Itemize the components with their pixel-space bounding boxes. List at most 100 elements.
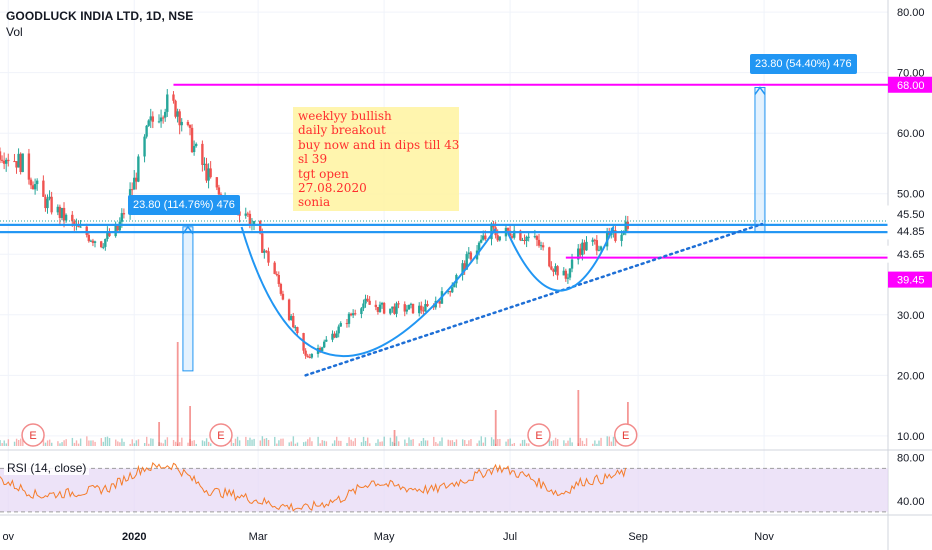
volume-bar <box>581 440 584 446</box>
volume-bar <box>319 443 321 446</box>
candle-body <box>550 266 553 270</box>
volume-bar <box>253 438 255 446</box>
candle-body <box>331 333 334 340</box>
volume-bar <box>451 440 454 446</box>
earnings-marker[interactable] <box>613 423 638 447</box>
volume-bar <box>90 440 92 446</box>
volume-bar <box>598 440 600 446</box>
candle-body <box>325 339 328 342</box>
volume-bar <box>3 440 5 446</box>
candle-body <box>60 207 64 218</box>
candle-body <box>252 221 256 225</box>
candle-body <box>484 235 487 240</box>
volume-bar <box>77 443 80 446</box>
volume-bar <box>507 439 509 446</box>
volume-bar <box>48 439 51 446</box>
note-line: sonia <box>298 195 331 210</box>
volume-bar <box>88 440 90 446</box>
volume-bar <box>302 442 305 446</box>
candle-body <box>407 304 411 310</box>
rsi-axis-tick: 80.00 <box>897 452 925 464</box>
candle-body <box>130 189 134 191</box>
volume-bar <box>412 439 414 446</box>
volume-bar <box>65 439 67 446</box>
candle-body <box>339 323 342 327</box>
volume-bar <box>238 440 241 446</box>
volume-bar <box>160 442 162 446</box>
cup-arc <box>240 226 497 358</box>
volume-bar <box>135 440 138 446</box>
candle-body <box>205 163 208 181</box>
candle-body <box>622 232 625 235</box>
volume-bar <box>410 439 412 446</box>
volume-bar <box>71 437 74 446</box>
volume-bar <box>521 440 524 446</box>
volume-bar <box>292 436 295 446</box>
candle-body <box>73 221 76 226</box>
earnings-marker-label: E <box>217 430 224 442</box>
candle-body <box>56 206 60 213</box>
earnings-marker[interactable] <box>21 423 45 447</box>
candle-body <box>510 236 514 238</box>
price-tag-label: 44.85 <box>897 226 925 238</box>
candle-body <box>203 163 206 165</box>
candle-body <box>71 214 74 222</box>
candle-body <box>287 299 291 320</box>
price-tag <box>888 271 932 288</box>
candle-body <box>463 263 466 270</box>
candle-body <box>13 161 16 163</box>
analysis-note[interactable]: weeklyy bullish daily breakout buy now a… <box>293 107 459 211</box>
volume-bar <box>115 439 117 446</box>
volume-bar <box>437 443 439 446</box>
volume-bar <box>548 436 551 446</box>
volume-bar <box>17 440 20 446</box>
candle-body <box>21 153 24 173</box>
volume-bar <box>317 436 319 446</box>
candle-body <box>215 177 219 188</box>
candle-body <box>190 127 194 153</box>
volume-bar <box>57 441 59 446</box>
candle-body <box>349 313 353 316</box>
candle-body <box>374 304 378 308</box>
volume-bar <box>455 439 458 446</box>
candle-body <box>120 213 124 222</box>
volume-bar <box>379 441 381 446</box>
volume-bar <box>129 443 131 446</box>
candle-body <box>506 227 510 231</box>
volume-bar <box>282 438 284 446</box>
volume-bar <box>119 442 121 446</box>
candle-body <box>568 268 572 278</box>
candle-body <box>85 226 88 235</box>
earnings-marker[interactable] <box>527 423 551 447</box>
volume-bar <box>230 439 233 446</box>
rsi-axis-tick: 40.00 <box>897 496 925 508</box>
candle-body <box>263 250 266 253</box>
time-axis-tick: Mar <box>249 531 268 543</box>
volume-bar <box>406 443 408 446</box>
candle-body <box>579 248 582 255</box>
volume-bar <box>201 440 204 446</box>
volume-bar <box>424 440 427 446</box>
candle-body <box>380 302 384 305</box>
volume-bar <box>464 440 466 446</box>
measure-callout-right[interactable]: 23.80 (54.40%) 476 <box>750 54 857 74</box>
volume-bar <box>420 440 423 446</box>
volume-bar <box>383 436 385 446</box>
volume-bar <box>150 438 152 446</box>
candle-body <box>451 287 454 293</box>
earnings-marker[interactable] <box>209 423 233 447</box>
candle-body <box>46 198 49 209</box>
volume-bar <box>259 440 262 446</box>
candle-body <box>362 303 365 309</box>
volume-bar <box>612 436 615 446</box>
candle-body <box>147 120 150 126</box>
volume-bar <box>606 436 608 446</box>
candle-body <box>593 239 596 241</box>
volume-bar <box>288 442 290 446</box>
volume-bar <box>366 437 369 446</box>
volume-bar <box>362 436 365 446</box>
candle-body <box>577 248 580 260</box>
volume-bar <box>108 438 111 446</box>
measure-callout-left[interactable]: 23.80 (114.76%) 476 <box>128 195 240 215</box>
